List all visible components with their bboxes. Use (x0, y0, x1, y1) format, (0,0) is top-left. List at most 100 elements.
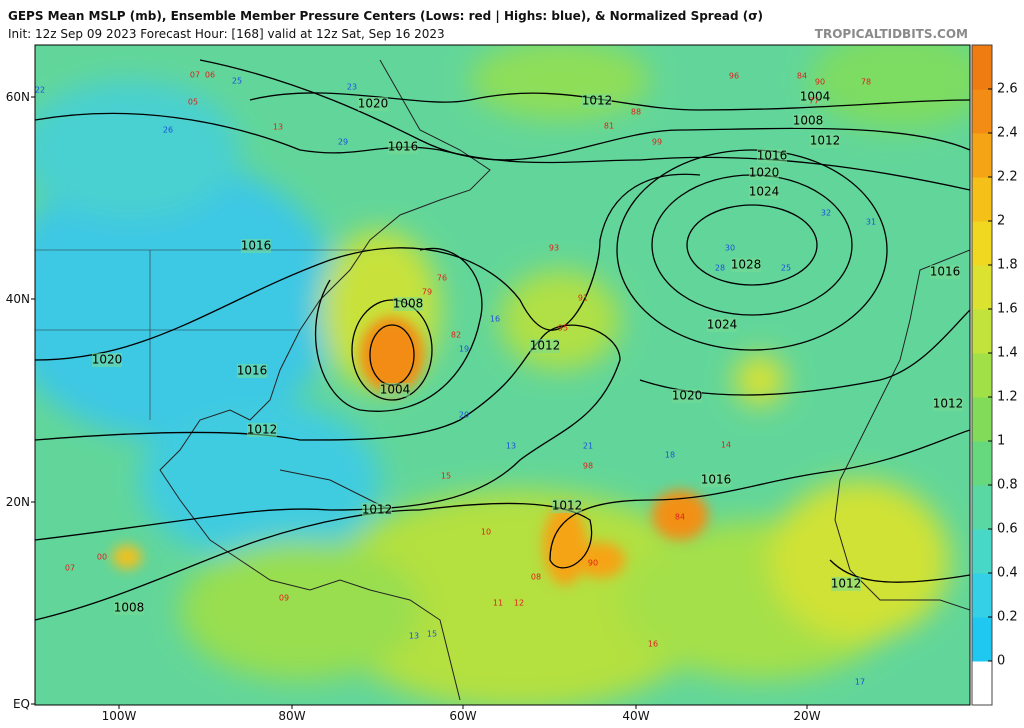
center-label: 31 (866, 218, 876, 227)
lat-label: EQ (13, 697, 30, 711)
colorbar-swatch (972, 617, 992, 662)
center-label: 06 (205, 71, 215, 80)
colorbar-tick-label: 1.8 (997, 258, 1018, 273)
colorbar-tick-label: 2 (997, 214, 1005, 229)
center-label: 99 (652, 138, 662, 147)
colorbar-swatch (972, 441, 992, 486)
center-label: 17 (855, 678, 865, 687)
isobar-label-bg (930, 265, 960, 279)
colorbar-swatch (972, 45, 992, 90)
center-label: 26 (163, 126, 173, 135)
colorbar-tick-label: 0 (997, 654, 1005, 669)
center-label: 14 (721, 441, 731, 450)
colorbar-tick-label: 1 (997, 434, 1005, 449)
colorbar-swatch (972, 177, 992, 222)
isobar-label: 1012 (247, 423, 278, 437)
isobar-label: 1012 (831, 577, 862, 591)
isobar-label: 1016 (388, 140, 419, 154)
center-label: 91 (578, 294, 588, 303)
center-label: 84 (675, 513, 685, 522)
isobar-label: 1024 (749, 185, 780, 199)
center-label: 29 (338, 138, 348, 147)
colorbar-swatch (972, 221, 992, 266)
isobar-label: 1012 (530, 339, 561, 353)
center-label: 07 (190, 71, 200, 80)
center-label: 19 (459, 345, 469, 354)
isobar-label: 1020 (92, 353, 123, 367)
center-label: 13 (273, 123, 283, 132)
isobar-label-bg (552, 499, 582, 513)
isobar-label-bg (800, 90, 830, 104)
center-label: 00 (97, 553, 107, 562)
colorbar-tick-label: 1.4 (997, 346, 1018, 361)
lon-label: 100W (102, 709, 137, 723)
center-label: 07 (65, 564, 75, 573)
center-label: 77 (809, 97, 819, 106)
colorbar-frame (971, 44, 993, 706)
map-field (35, 45, 970, 705)
isobar-label-bg (701, 473, 731, 487)
colorbar-tick-label: 2.2 (997, 170, 1018, 185)
center-label: 82 (451, 331, 461, 340)
isobar-label: 1016 (930, 265, 961, 279)
isobar-label: 1012 (362, 503, 393, 517)
isobar-label: 1008 (114, 601, 145, 615)
colorbar-swatch (972, 309, 992, 354)
center-label: 15 (427, 630, 437, 639)
isobar-label-bg (672, 389, 702, 403)
center-label: 23 (347, 83, 357, 92)
isobar-label: 1012 (933, 397, 964, 411)
center-label: 16 (490, 315, 500, 324)
isobar-label-bg (793, 114, 823, 128)
colorbar-tick-label: 2.6 (997, 82, 1018, 97)
center-label: 25 (232, 77, 242, 86)
colorbar-tick-label: 0.6 (997, 522, 1018, 537)
colorbar-swatch (972, 353, 992, 398)
isobar-label-bg (749, 185, 779, 199)
isobar-label: 1020 (749, 166, 780, 180)
center-label: 20 (459, 411, 469, 420)
center-label: 28 (715, 264, 725, 273)
isobar-label-bg (393, 297, 423, 311)
credit: TROPICALTIDBITS.COM (815, 27, 968, 41)
center-label: 96 (729, 72, 739, 81)
isobar-label-bg (380, 383, 410, 397)
center-label: 05 (188, 98, 198, 107)
colorbar-swatch (972, 529, 992, 574)
center-label: 90 (815, 78, 825, 87)
center-label: 11 (493, 599, 503, 608)
center-label: 18 (665, 451, 675, 460)
isobar-label-bg (933, 397, 963, 411)
colorbar-swatch (972, 265, 992, 310)
center-label: 76 (437, 274, 447, 283)
center-label: 21 (583, 442, 593, 451)
isobar-label: 1012 (582, 94, 613, 108)
center-label: 30 (725, 244, 735, 253)
isobar-label: 1012 (810, 134, 841, 148)
center-label: 13 (409, 632, 419, 641)
isobar-label-bg (530, 339, 560, 353)
isobar-label-bg (810, 134, 840, 148)
center-label: 79 (422, 288, 432, 297)
isobar-label: 1016 (757, 149, 788, 163)
center-label: 98 (583, 462, 593, 471)
colorbar: 0 0.2 0.4 0.6 0.8 1 1.2 1.4 1.6 1.8 2 2.2 2.4 2.6 (971, 44, 1018, 706)
isobar-label-bg (831, 577, 861, 591)
colorbar-swatch (972, 397, 992, 442)
center-label: 13 (506, 442, 516, 451)
isobar-label: 1004 (800, 90, 831, 104)
center-label: 16 (648, 640, 658, 649)
lon-label: 80W (278, 709, 305, 723)
isobar-label-bg (749, 166, 779, 180)
colorbar-swatch (972, 485, 992, 530)
isobar-label: 1016 (701, 473, 732, 487)
coastlines (35, 59, 970, 701)
isobar-label: 1004 (380, 383, 411, 397)
isobar-label-bg (241, 239, 271, 253)
colorbar-tick-label: 1.6 (997, 302, 1018, 317)
isobar-label-bg (731, 258, 761, 272)
isobar-label: 1008 (393, 297, 424, 311)
colorbar-tick-label: 0.8 (997, 478, 1018, 493)
center-label: 08 (531, 573, 541, 582)
